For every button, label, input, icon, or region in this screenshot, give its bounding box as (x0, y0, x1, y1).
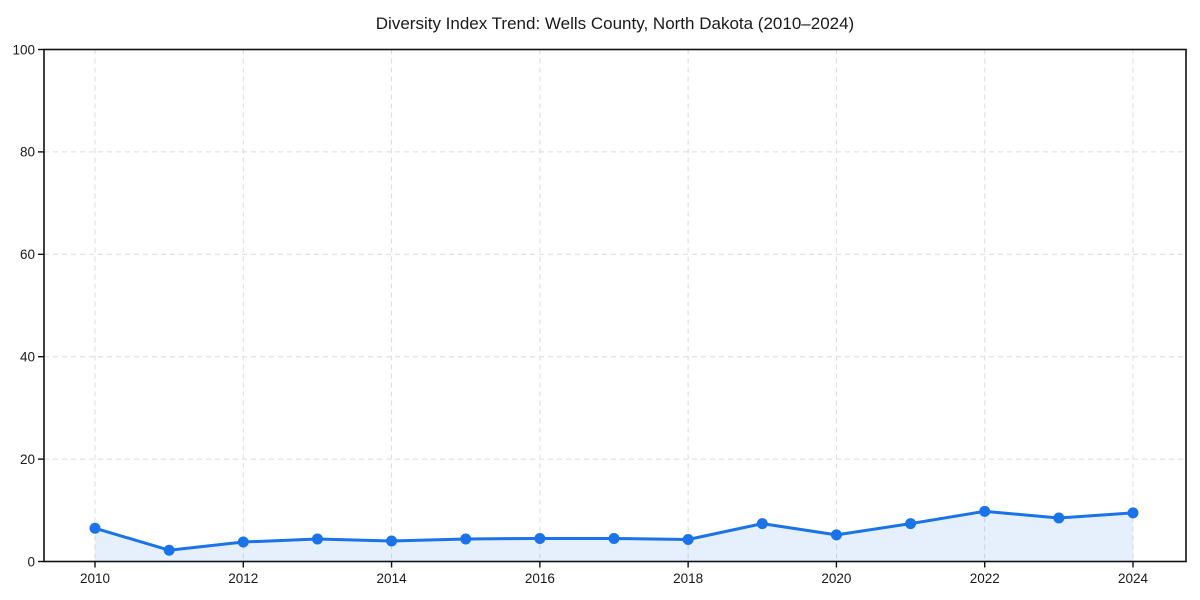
data-point-2018 (682, 533, 694, 545)
data-point-2011 (163, 544, 175, 556)
y-tick-label-100: 100 (12, 42, 35, 57)
chart-title: Diversity Index Trend: Wells County, Nor… (375, 14, 855, 33)
x-tick-label-2024: 2024 (1118, 571, 1149, 586)
y-tick-label-20: 20 (20, 452, 35, 467)
x-tick-label-2016: 2016 (525, 571, 555, 586)
data-point-2020 (830, 529, 842, 541)
x-tick-label-2012: 2012 (228, 571, 258, 586)
y-tick-label-0: 0 (27, 554, 35, 569)
data-point-2022 (979, 505, 991, 517)
y-tick-label-80: 80 (20, 145, 35, 160)
y-tick-label-60: 60 (20, 247, 35, 262)
x-tick-label-2018: 2018 (673, 571, 703, 586)
x-tick-label-2010: 2010 (80, 571, 110, 586)
data-point-2023 (1053, 512, 1065, 524)
data-point-2017 (608, 532, 620, 544)
data-point-2024 (1127, 507, 1139, 519)
plot-border (43, 48, 1187, 563)
data-point-2014 (386, 535, 398, 547)
data-point-2016 (534, 532, 546, 544)
data-point-2015 (460, 533, 472, 545)
x-tick-label-2022: 2022 (970, 571, 1000, 586)
area-fill (95, 511, 1133, 562)
y-tick-label-40: 40 (20, 350, 35, 365)
data-point-2010 (89, 522, 101, 534)
x-tick-label-2014: 2014 (377, 571, 408, 586)
data-point-2019 (756, 518, 768, 530)
data-point-2013 (311, 533, 323, 545)
data-point-2012 (237, 536, 249, 548)
x-tick-label-2020: 2020 (821, 571, 851, 586)
data-point-2021 (905, 518, 917, 530)
